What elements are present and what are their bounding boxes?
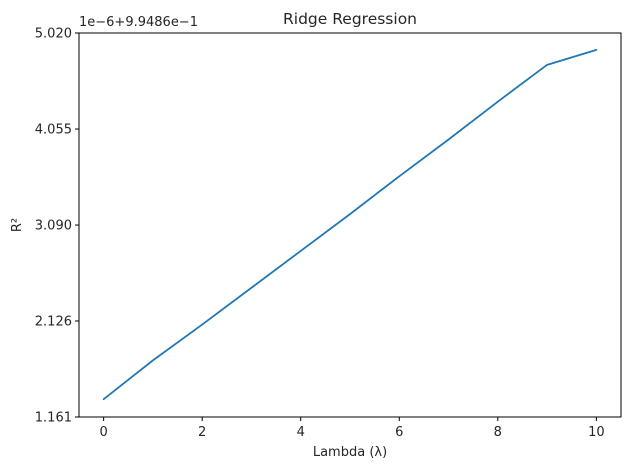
y-axis-ticks: 1.161 2.126 3.090 4.055 5.020 xyxy=(35,27,79,426)
y-tick-label: 4.055 xyxy=(35,123,72,138)
x-tick-label: 10 xyxy=(588,425,605,440)
x-tick-label: 4 xyxy=(297,425,305,440)
x-tick-label: 0 xyxy=(99,425,107,440)
x-tick-label: 6 xyxy=(395,425,403,440)
x-axis-label: Lambda (λ) xyxy=(313,445,387,460)
x-tick-label: 8 xyxy=(494,425,502,440)
series-line xyxy=(102,49,598,401)
y-tick-label: 3.090 xyxy=(35,219,72,234)
y-axis-label: R² xyxy=(10,218,25,232)
series-layer xyxy=(102,49,598,401)
y-tick-label: 1.161 xyxy=(35,411,72,426)
chart-title: Ridge Regression xyxy=(283,10,417,28)
y-tick-label: 2.126 xyxy=(35,314,72,329)
x-axis-ticks: 0 2 4 6 8 10 xyxy=(99,417,605,440)
y-tick-label: 5.020 xyxy=(35,27,72,42)
plot-area xyxy=(79,33,621,417)
y-axis-offset-text: 1e−6+9.9486e−1 xyxy=(79,15,198,30)
x-tick-label: 2 xyxy=(198,425,206,440)
plot-frame xyxy=(78,32,622,418)
